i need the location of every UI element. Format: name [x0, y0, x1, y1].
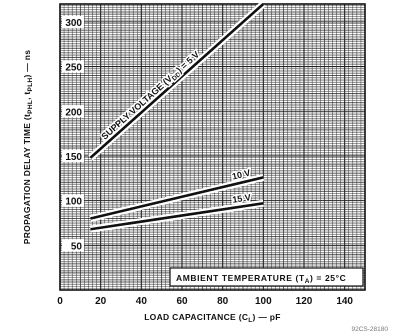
series-label-15v: 15 V: [232, 192, 252, 205]
x-tick-label: 80: [217, 296, 229, 307]
x-tick-label: 0: [57, 296, 63, 307]
y-tick-backing: [62, 60, 84, 73]
x-tick-label: 60: [176, 296, 188, 307]
x-tick-label: 100: [255, 296, 272, 307]
series-lines: [88, 1, 266, 233]
plot-frame: [59, 3, 366, 291]
figure-code: 92CS-28180: [352, 326, 389, 333]
x-tick-label: 120: [296, 296, 313, 307]
y-tick-backing: [62, 194, 84, 207]
y-tick-label: 100: [65, 197, 82, 208]
y-tick-backing: [62, 239, 84, 252]
x-axis-label: LOAD CAPACITANCE (CL) — pF: [144, 312, 281, 324]
y-tick-labels: 50 100 150 200 250 300: [62, 15, 84, 252]
x-tick-label: 140: [336, 296, 353, 307]
x-tick-label: 40: [136, 296, 148, 307]
x-tick-label: 20: [95, 296, 107, 307]
y-tick-backing: [62, 15, 84, 28]
series-line-1: [90, 176, 264, 220]
y-tick-label: 150: [65, 152, 82, 163]
ambient-temperature-box: [169, 267, 364, 287]
y-tick-backing: [62, 149, 84, 162]
y-axis-label: PROPAGATION DELAY TIME (tPHL, tPLH) — ns: [22, 50, 34, 245]
y-tick-label: 200: [65, 107, 82, 118]
y-tick-label: 250: [65, 63, 82, 74]
series-line-0: [89, 3, 265, 159]
series-line-2: [90, 202, 264, 231]
x-tick-labels: 0 20 40 60 80 100 120 140: [57, 296, 353, 307]
ambient-temperature-note: AMBIENT TEMPERATURE (TA) = 25°C: [176, 273, 346, 285]
y-tick-backing: [62, 105, 84, 118]
y-tick-label: 50: [71, 241, 83, 252]
y-tick-label: 300: [65, 18, 82, 29]
